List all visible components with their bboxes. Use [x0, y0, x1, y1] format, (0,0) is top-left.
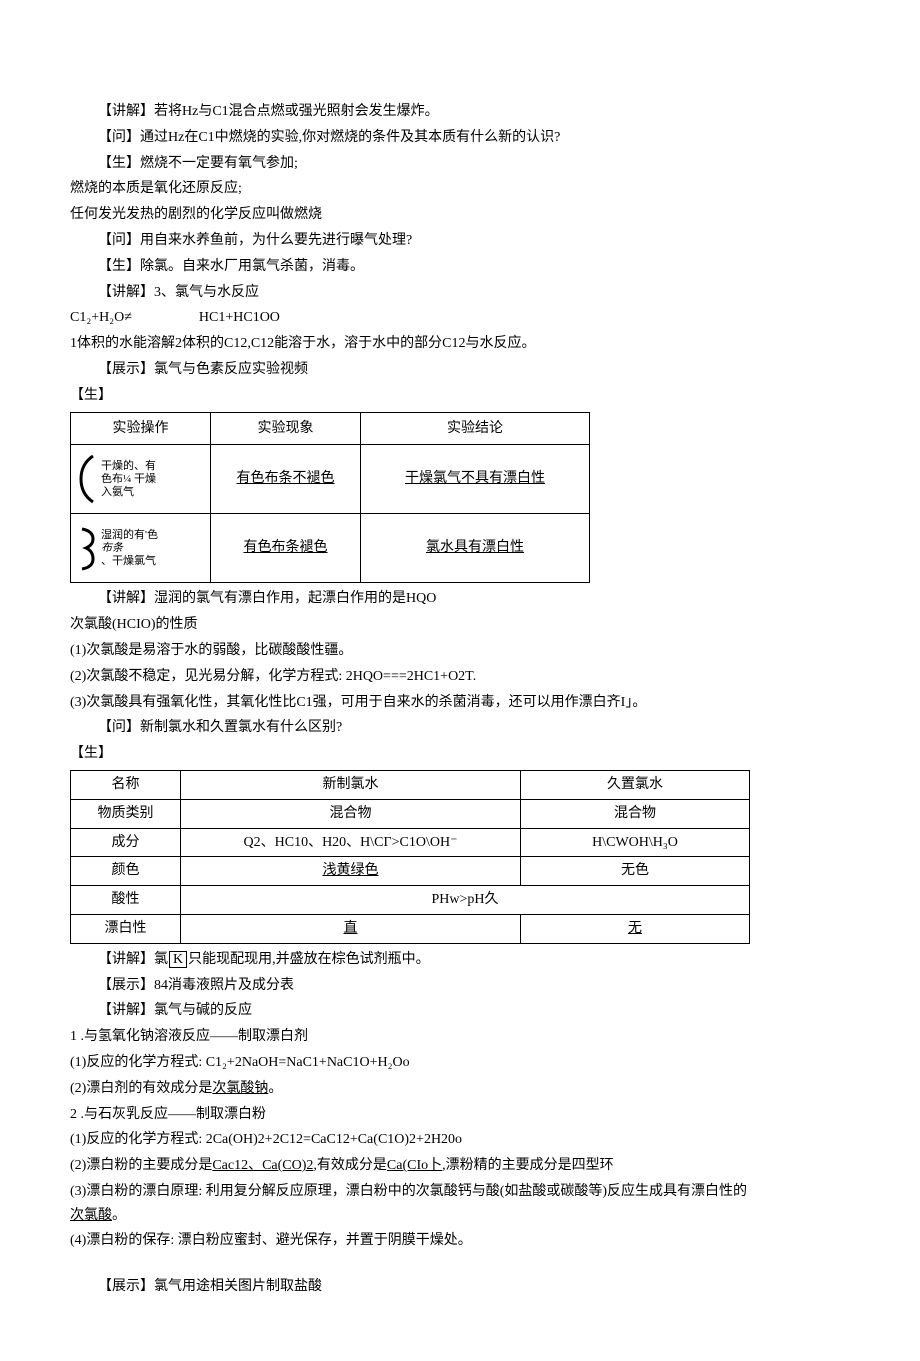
cell-conc2: 氯水具有漂白性: [361, 514, 590, 583]
para: (1)反应的化学方程式: 2Ca(OH)2+2C12=CaC12+Ca(C1O)…: [70, 1128, 850, 1152]
t2-r5c3-u: 无: [628, 921, 642, 936]
equation-line: C1₂+H₂O≠ HC1+HC1OO: [70, 306, 850, 330]
op2-l2: 布条: [101, 542, 158, 555]
p29c: 。: [112, 1208, 126, 1223]
para: 【讲解】若将Hz与C1混合点燃或强光照射会发生爆炸。: [70, 100, 850, 124]
p29b: 次氯酸: [70, 1208, 112, 1223]
cell-phen1: 有色布条不褪色: [211, 445, 361, 514]
phen2: 有色布条褪色: [244, 540, 328, 555]
para: (4)漂白粉的保存: 漂白粉应蜜封、避光保存，并置于阴膜干燥处。: [70, 1229, 850, 1253]
t2-r5c2: 直: [181, 914, 521, 943]
eq-right: HC1+HC1OO: [199, 310, 280, 325]
op1-text: 干燥的、有 色布¼ 干燥 入氨气: [101, 460, 156, 500]
para: 【展示】氯气用途相关图片制取盐酸: [70, 1275, 850, 1299]
t2-r4c1: 酸性: [71, 886, 181, 915]
para: 【生】燃烧不一定要有氧气参加;: [70, 152, 850, 176]
phen1: 有色布条不褪色: [237, 471, 335, 486]
para: 【生】除氯。自来水厂用氯气杀菌，消毒。: [70, 255, 850, 279]
t2-r3c1: 颜色: [71, 857, 181, 886]
p29a: (3)漂白粉的漂白原理: 利用复分解反应原理，漂白粉中的次氯酸钙与酸(如盐酸或碳…: [70, 1184, 747, 1199]
para-u1: (2)漂白剂的有效成分是次氯酸钠。: [70, 1077, 850, 1101]
p28e: ,漂粉精的主要成分是四型环: [442, 1158, 614, 1173]
t2-r1c2: 混合物: [181, 799, 521, 828]
p20a: 【讲解】氯: [98, 952, 168, 967]
para: (1)次氯酸是易溶于水的弱酸，比碳酸酸性疆。: [70, 639, 850, 663]
t2-r2c1: 成分: [71, 828, 181, 857]
para: 【问】用自来水养鱼前，为什么要先进行曝气处理?: [70, 229, 850, 253]
para: (2)次氯酸不稳定，见光易分解，化学方程式: 2HQO===2HC1+O2T.: [70, 665, 850, 689]
cell-conc1: 干燥氯气不具有漂白性: [361, 445, 590, 514]
th-conc: 实验结论: [361, 412, 590, 445]
t2-r5c2-u: 直: [344, 921, 358, 936]
t2-r2c3: H\CWOH\H₃O: [521, 828, 750, 857]
para: 【讲解】氯气与碱的反应: [70, 999, 850, 1023]
t2-h3: 久置氯水: [521, 770, 750, 799]
compare-table: 名称 新制氯水 久置氯水 物质类别 混合物 混合物 成分 Q2、HC10、H20…: [70, 770, 750, 944]
para: (3)次氯酸具有强氧化性，其氧化性比C1强，可用于自来水的杀菌消毒，还可以用作漂…: [70, 691, 850, 715]
conc2: 氯水具有漂白性: [426, 540, 524, 555]
bracket-icon: [79, 454, 97, 504]
para: 【讲解】3、氯气与水反应: [70, 281, 850, 305]
para: 【展示】氯气与色素反应实验视频: [70, 358, 850, 382]
t2-r3c2-u: 浅黄绿色: [323, 863, 379, 878]
t2-r3c2: 浅黄绿色: [181, 857, 521, 886]
p28d: Ca(CIo卜: [387, 1158, 442, 1173]
t2-r5c3: 无: [521, 914, 750, 943]
t2-r1c3: 混合物: [521, 799, 750, 828]
para: 1体积的水能溶解2体积的C12,C12能溶于水，溶于水中的部分C12与水反应。: [70, 332, 850, 356]
para: 次氯酸(HCIO)的性质: [70, 613, 850, 637]
para: 【生】: [70, 742, 850, 766]
th-op: 实验操作: [71, 412, 211, 445]
para: 【生】: [70, 384, 850, 408]
t2-r4c2: PHw>pH久: [181, 886, 750, 915]
op1-l2: 色布¼ 干燥: [101, 473, 156, 486]
para: 任何发光发热的剧烈的化学反应叫做燃烧: [70, 203, 850, 227]
experiment-table: 实验操作 实验现象 实验结论 干燥的、有 色布¼ 干燥 入氨气 有色布条不褪色 …: [70, 412, 590, 584]
op1-l1: 干燥的、有: [101, 460, 156, 473]
p20c: 只能现配现用,并盛放在棕色试剂瓶中。: [188, 952, 430, 967]
para: 【展示】84消毒液照片及成分表: [70, 974, 850, 998]
para-boxed: 【讲解】氯K只能现配现用,并盛放在棕色试剂瓶中。: [70, 948, 850, 972]
op2-l1: 湿润的有'色: [101, 529, 158, 542]
t2-h1: 名称: [71, 770, 181, 799]
cell-op1: 干燥的、有 色布¼ 干燥 入氨气: [71, 445, 211, 514]
para: 【问】新制氯水和久置氯水有什么区别?: [70, 716, 850, 740]
cell-phen2: 有色布条褪色: [211, 514, 361, 583]
op2-text: 湿润的有'色 布条 、干燥氯气: [101, 529, 158, 569]
eq-left: C1₂+H₂O≠: [70, 310, 132, 325]
para: 【问】通过Hz在C1中燃烧的实验,你对燃烧的条件及其本质有什么新的认识?: [70, 126, 850, 150]
op2-l3: 、干燥氯气: [101, 555, 158, 568]
t2-r2c2: Q2、HC10、H20、H\CΓ>C1O\OH⁻: [181, 828, 521, 857]
para: 燃烧的本质是氧化还原反应;: [70, 177, 850, 201]
t2-h2: 新制氯水: [181, 770, 521, 799]
t2-r5c1: 漂白性: [71, 914, 181, 943]
p28a: (2)漂白粉的主要成分是: [70, 1158, 212, 1173]
p25a: (2)漂白剂的有效成分是: [70, 1081, 212, 1096]
op1-l3: 入氨气: [101, 486, 156, 499]
p28b: Cac12、Ca(CO)2: [212, 1158, 313, 1173]
conc1: 干燥氯气不具有漂白性: [405, 471, 545, 486]
para: 2 .与石灰乳反应——制取漂白粉: [70, 1103, 850, 1127]
p28c: ,有效成分是: [313, 1158, 387, 1173]
th-phen: 实验现象: [211, 412, 361, 445]
three-icon: [79, 523, 97, 573]
cell-op2: 湿润的有'色 布条 、干燥氯气: [71, 514, 211, 583]
p20b-box: K: [169, 951, 187, 968]
para: 【讲解】湿润的氯气有漂白作用，起漂白作用的是HQO: [70, 587, 850, 611]
para-u2: (2)漂白粉的主要成分是Cac12、Ca(CO)2,有效成分是Ca(CIo卜,漂…: [70, 1154, 850, 1178]
t2-r3c3: 无色: [521, 857, 750, 886]
p25c: 。: [268, 1081, 282, 1096]
p25b: 次氯酸钠: [212, 1081, 268, 1096]
para: 1 .与氢氧化钠溶液反应——制取漂白剂: [70, 1025, 850, 1049]
para-u3: (3)漂白粉的漂白原理: 利用复分解反应原理，漂白粉中的次氯酸钙与酸(如盐酸或碳…: [70, 1180, 850, 1228]
t2-r1c1: 物质类别: [71, 799, 181, 828]
para: (1)反应的化学方程式: C1₂+2NaOH=NaC1+NaC1O+H₂Oo: [70, 1051, 850, 1075]
